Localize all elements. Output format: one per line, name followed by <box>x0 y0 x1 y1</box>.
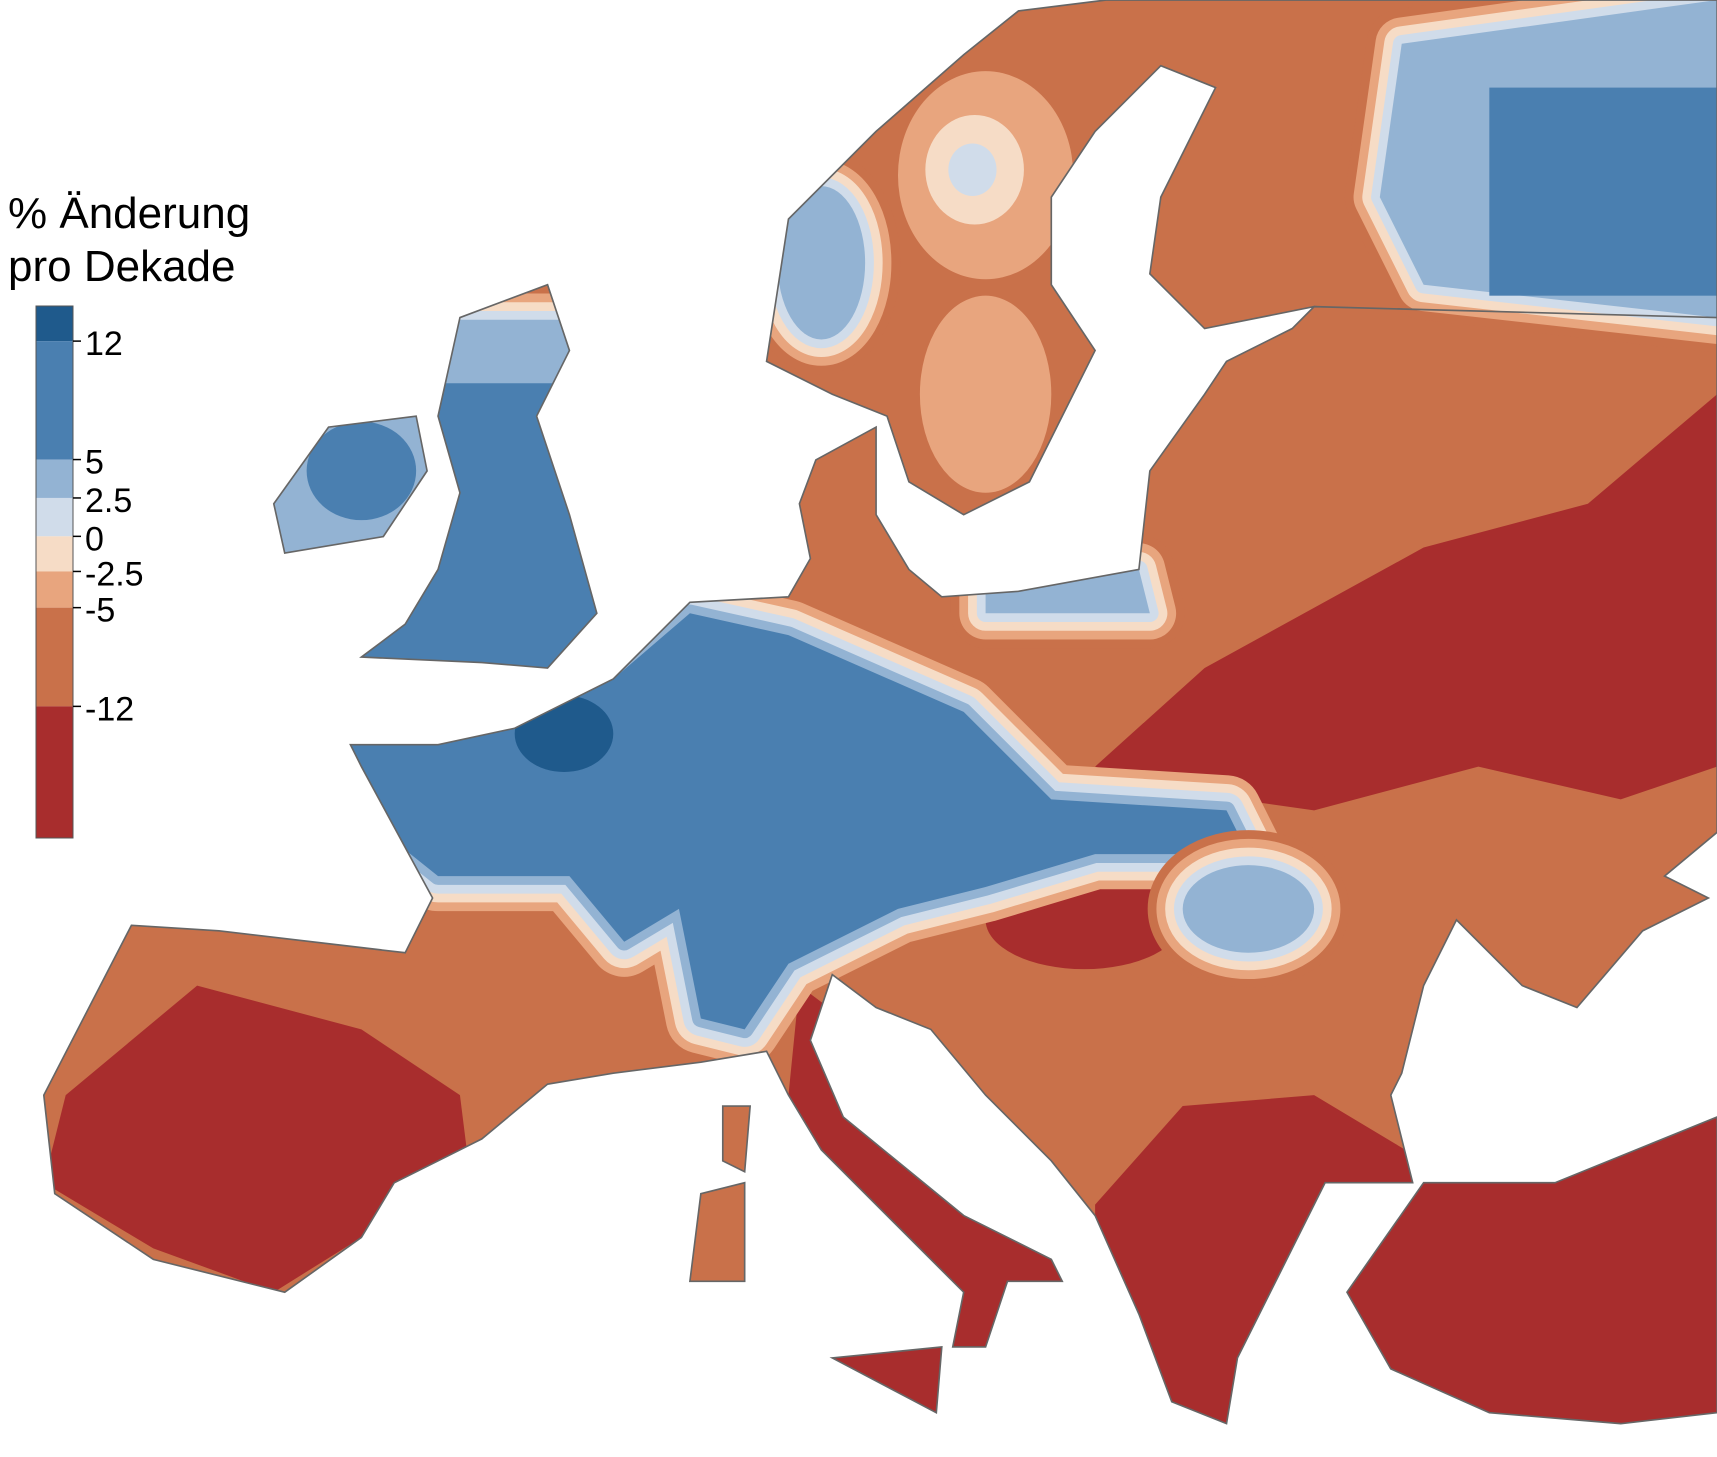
colorbar-label: 12 <box>85 325 123 363</box>
region <box>328 328 1249 1030</box>
colorbar-segment <box>36 341 73 460</box>
legend-title: pro Dekade <box>8 242 235 291</box>
region <box>1182 865 1315 953</box>
region <box>919 295 1052 493</box>
colorbar-segment <box>36 607 73 707</box>
colorbar-segment <box>36 536 73 572</box>
colorbar-label: -2.5 <box>85 555 144 593</box>
colorbar-label: 0 <box>85 520 104 558</box>
colorbar-segment <box>36 571 73 608</box>
region <box>777 186 866 340</box>
legend: % Änderung pro Dekade 12 52.50-2.5-5 -12 <box>8 189 250 839</box>
region <box>1095 394 1717 811</box>
region <box>306 421 417 521</box>
colorbar-segment <box>36 459 73 498</box>
region <box>416 328 581 384</box>
region <box>948 143 997 197</box>
region <box>43 985 471 1293</box>
colorbar-label: -12 <box>85 690 134 728</box>
region <box>1095 1095 1717 1424</box>
legend-title: % Änderung <box>8 189 250 238</box>
colorbar-segment <box>36 706 73 838</box>
colorbar-label: 5 <box>85 444 104 482</box>
colorbar-segment <box>36 497 73 537</box>
region <box>514 695 614 773</box>
colorbar-label: 2.5 <box>85 482 132 520</box>
region <box>1489 87 1717 296</box>
colorbar-segment <box>36 306 73 342</box>
colorbar-label: -5 <box>85 592 115 630</box>
region <box>985 569 1150 614</box>
